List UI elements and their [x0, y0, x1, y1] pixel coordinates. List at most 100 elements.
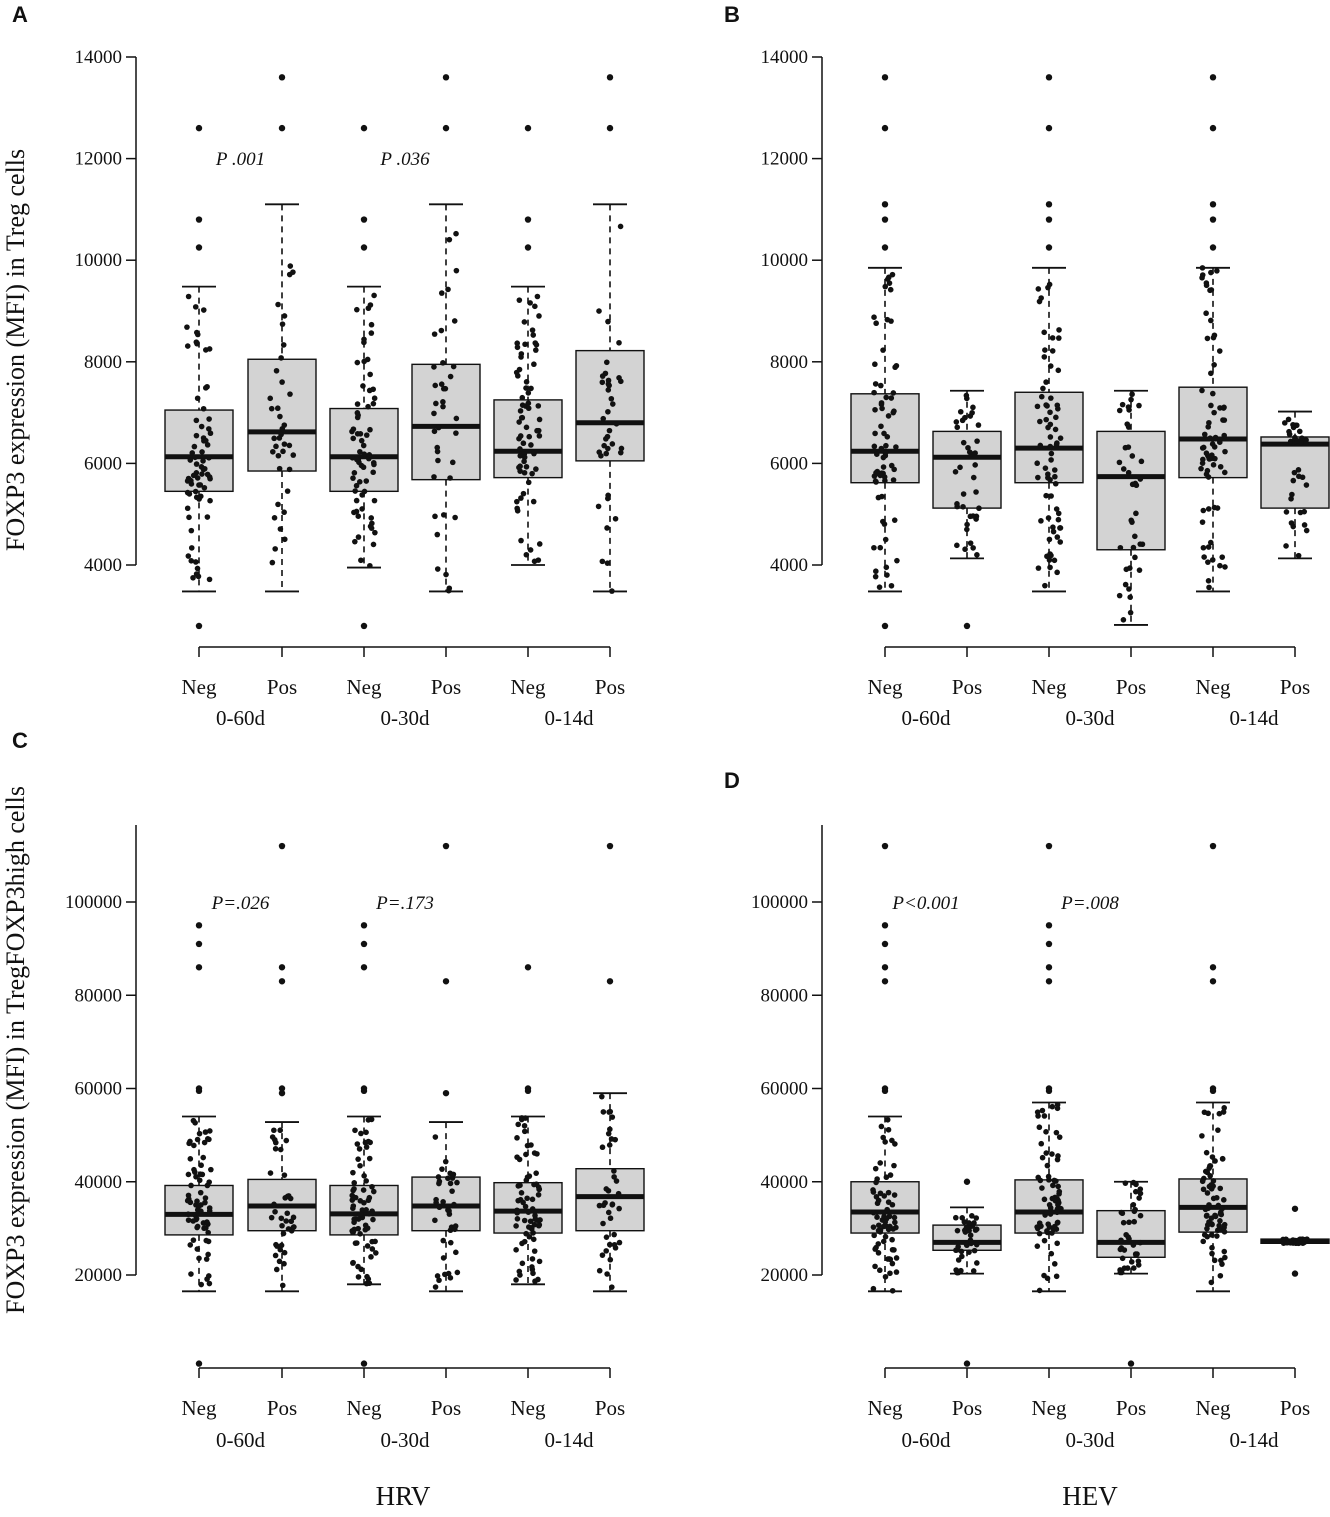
data-point — [267, 395, 274, 402]
data-point — [432, 1134, 439, 1140]
data-point — [1139, 541, 1146, 548]
data-point — [888, 395, 895, 401]
data-point — [521, 1122, 528, 1129]
data-point — [434, 566, 441, 572]
data-point — [350, 475, 356, 481]
y-tick-label: 6000 — [84, 453, 122, 474]
data-point — [874, 1200, 881, 1207]
data-point — [607, 1256, 614, 1263]
data-point — [365, 403, 371, 410]
data-point — [513, 1223, 519, 1229]
data-point — [874, 470, 880, 477]
data-point — [878, 1123, 885, 1130]
data-point — [521, 1128, 528, 1135]
data-point — [1055, 367, 1062, 374]
outlier-point — [360, 124, 368, 132]
data-point — [1125, 469, 1132, 476]
y-tick-label: 10000 — [75, 250, 123, 271]
data-point — [353, 482, 360, 489]
data-point — [894, 557, 900, 564]
data-point — [1294, 437, 1301, 444]
data-point — [962, 414, 968, 421]
outlier-point — [524, 244, 532, 251]
data-point — [274, 1243, 280, 1249]
data-point — [525, 1209, 532, 1215]
data-point — [599, 1093, 605, 1100]
x-tick-label: Pos — [595, 675, 625, 699]
outlier-point — [195, 244, 203, 251]
data-point — [871, 314, 877, 320]
data-point — [1208, 269, 1214, 276]
data-point — [870, 1189, 877, 1195]
data-point — [891, 517, 898, 523]
data-point — [186, 514, 192, 521]
data-point — [1208, 1279, 1215, 1286]
data-point — [528, 442, 534, 448]
data-point — [1054, 569, 1060, 576]
data-point — [516, 1268, 523, 1275]
data-point — [193, 339, 200, 345]
data-point — [1286, 431, 1293, 438]
data-point — [1043, 492, 1049, 499]
x-tick-label: Neg — [511, 1396, 546, 1420]
data-point — [1051, 1177, 1058, 1184]
data-point — [1204, 1225, 1210, 1232]
data-point — [616, 375, 622, 381]
data-point — [1281, 420, 1288, 426]
data-point — [354, 1141, 361, 1147]
data-point — [1054, 1105, 1061, 1112]
data-point — [206, 416, 212, 422]
data-point — [1053, 1273, 1060, 1280]
data-point — [882, 283, 889, 290]
data-point — [193, 1174, 199, 1180]
data-point — [596, 1202, 603, 1209]
data-point — [363, 1129, 369, 1136]
data-point — [970, 513, 976, 519]
data-point — [1198, 465, 1204, 472]
data-point — [1048, 450, 1055, 457]
data-point — [534, 1151, 540, 1157]
outlier-point — [195, 216, 203, 223]
data-point — [363, 1206, 369, 1213]
data-point — [207, 1128, 213, 1134]
x-tick-label: Pos — [952, 675, 982, 699]
data-point — [354, 359, 361, 366]
outlier-point — [881, 124, 889, 132]
data-point — [271, 515, 278, 521]
data-point — [889, 1287, 896, 1294]
data-point — [190, 1237, 197, 1243]
data-point — [275, 501, 281, 508]
outlier-point — [1045, 124, 1053, 132]
data-point — [1199, 265, 1206, 271]
data-point — [1047, 476, 1053, 483]
data-point — [514, 1216, 521, 1222]
data-point — [1057, 435, 1064, 441]
p-value-annotation: P<0.001 — [891, 893, 959, 914]
data-point — [358, 437, 365, 444]
data-point — [275, 452, 282, 459]
data-point — [514, 507, 521, 514]
data-point — [1209, 1221, 1215, 1228]
x-group-label: 0-14d — [545, 706, 594, 730]
data-point — [1038, 518, 1044, 524]
data-point — [201, 484, 208, 491]
data-point — [199, 471, 205, 477]
data-point — [207, 497, 213, 504]
data-point — [885, 1226, 892, 1233]
data-point — [1208, 317, 1214, 324]
data-point — [513, 1247, 519, 1253]
data-point — [1039, 1154, 1046, 1161]
data-point — [369, 1183, 375, 1190]
data-point — [193, 329, 200, 336]
data-point — [290, 452, 297, 458]
data-point — [368, 1116, 375, 1123]
data-point — [269, 559, 276, 566]
data-point — [1209, 1154, 1216, 1160]
data-point — [595, 503, 602, 510]
x-group-label: 0-60d — [902, 706, 951, 730]
data-point — [200, 405, 207, 412]
data-point — [431, 364, 437, 370]
data-point — [453, 415, 460, 422]
data-point — [517, 408, 524, 414]
outlier-point — [606, 978, 614, 985]
